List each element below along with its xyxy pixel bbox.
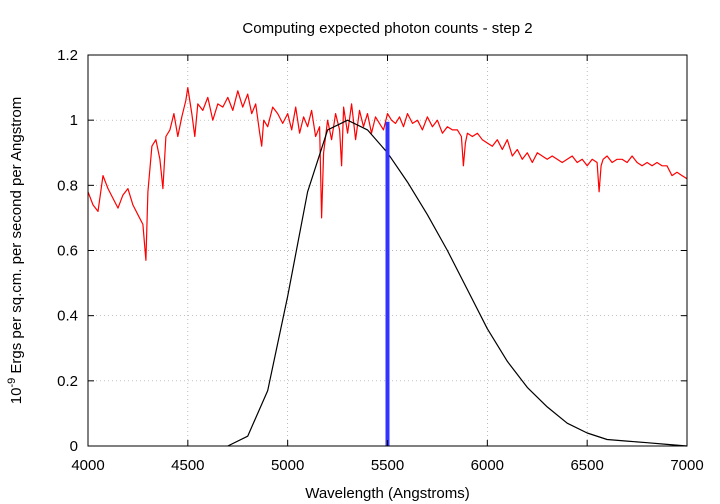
x-tick-label: 4000: [71, 457, 104, 474]
y-axis-label: 10-9 Ergs per sq.cm. per second per Angs…: [6, 97, 25, 404]
series-line-1: [87, 86, 688, 261]
x-tick-label: 4500: [171, 457, 204, 474]
y-tick-label: 1: [70, 112, 78, 129]
x-tick-label: 5000: [271, 457, 304, 474]
y-tick-label: 0.4: [57, 308, 78, 325]
series-line-2: [227, 119, 688, 447]
x-axis-label: Wavelength (Angstroms): [305, 485, 470, 502]
tick-layer: 4000 4500 5000 5500 6000 6500 7000 0 0.2 0.4 0.6 0.…: [57, 47, 704, 474]
series-layer: [87, 86, 688, 447]
x-tick-label: 6000: [471, 457, 504, 474]
x-tick-label: 6500: [570, 457, 603, 474]
y-axis-label-base: 10: [8, 388, 25, 405]
y-axis-label-exponent: -9: [6, 378, 18, 388]
y-tick-label: 0.6: [57, 243, 78, 260]
y-tick-label: 0.2: [57, 373, 78, 390]
y-tick-label: 0: [70, 438, 78, 455]
y-tick-label: 1.2: [57, 47, 78, 64]
x-tick-label: 5500: [371, 457, 404, 474]
y-axis-label-rest: Ergs per sq.cm. per second per Angstrom: [8, 97, 25, 378]
x-tick-label: 7000: [670, 457, 703, 474]
y-tick-label: 0.8: [57, 177, 78, 194]
chart-title: Computing expected photon counts - step …: [242, 20, 532, 37]
